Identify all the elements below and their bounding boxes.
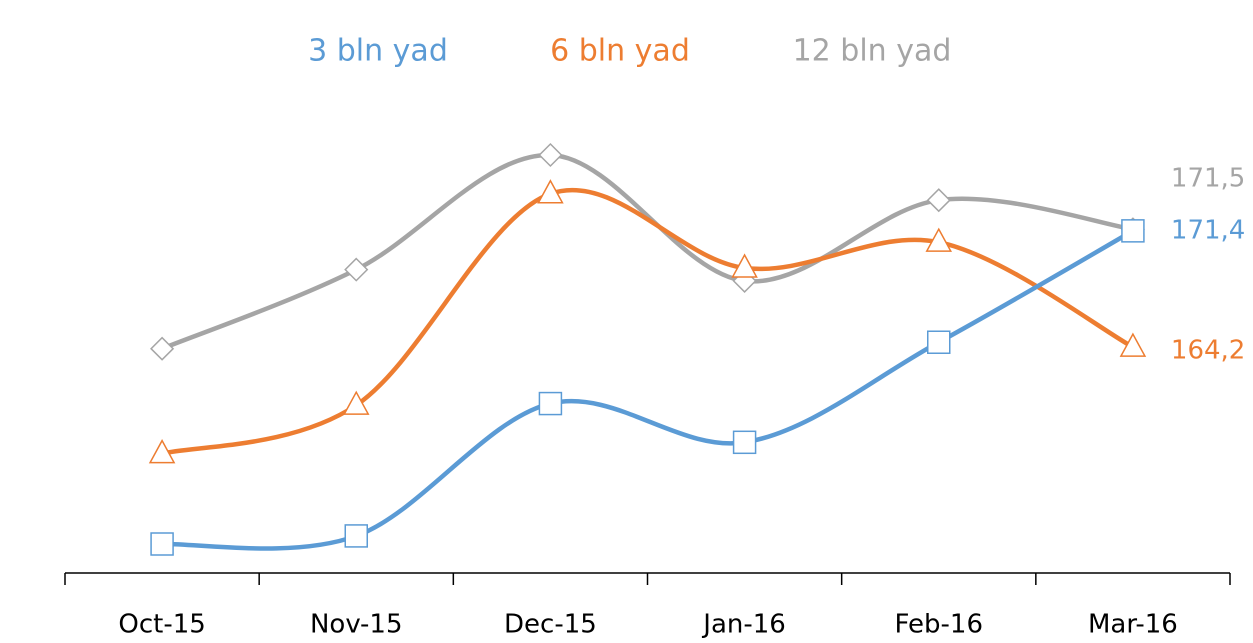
marker — [731, 253, 758, 278]
x-tick-label: Nov-15 — [310, 610, 403, 640]
marker — [344, 524, 368, 548]
marker — [150, 336, 175, 361]
legend-entry: 3 bln yad — [308, 34, 448, 69]
marker — [150, 532, 174, 556]
x-tick-label: Oct-15 — [118, 610, 205, 640]
x-tick-label: Mar-16 — [1088, 610, 1178, 640]
marker — [1121, 219, 1145, 243]
x-tick-label: Dec-15 — [504, 610, 597, 640]
legend-entry: 6 bln yad — [550, 34, 690, 69]
series-line — [161, 152, 1134, 351]
x-tick-label: Feb-16 — [895, 610, 984, 640]
data-label: 164,2 — [1171, 336, 1245, 366]
marker — [148, 439, 176, 464]
data-label: 171,5 — [1171, 164, 1245, 194]
marker — [344, 257, 369, 282]
marker — [342, 390, 370, 415]
marker — [1119, 332, 1147, 357]
marker — [538, 142, 563, 168]
marker — [538, 391, 563, 416]
marker — [927, 330, 951, 354]
marker — [925, 227, 953, 252]
legend-entry: 12 bln yad — [793, 34, 952, 69]
marker — [537, 179, 564, 204]
series-line — [161, 187, 1134, 456]
data-label: 171,4 — [1171, 215, 1245, 245]
series-line — [161, 228, 1135, 551]
marker — [732, 430, 757, 455]
x-tick-label: Jan-16 — [701, 610, 786, 640]
marker — [926, 188, 951, 213]
